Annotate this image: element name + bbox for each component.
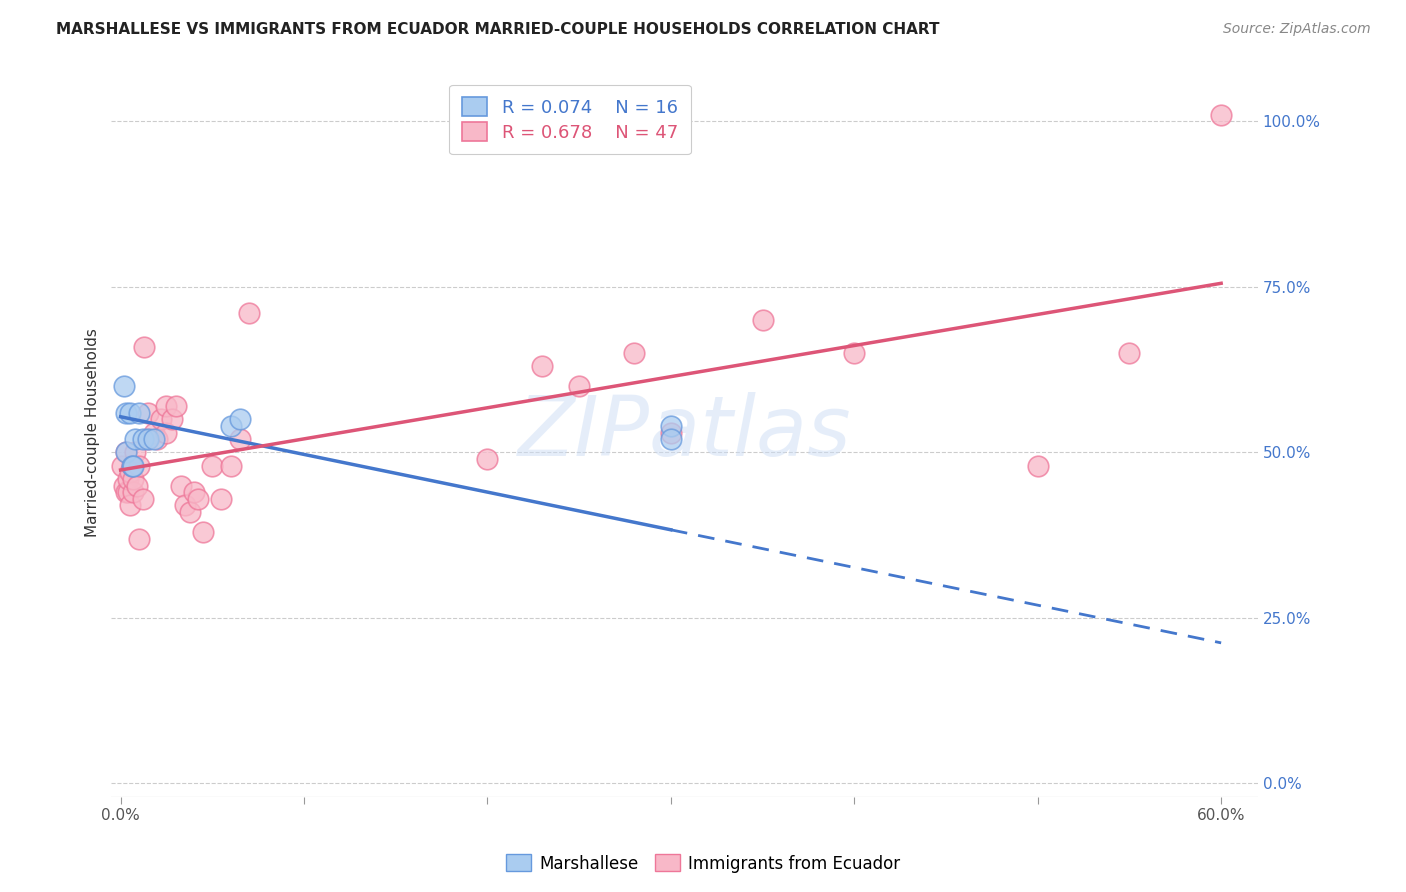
Point — [623, 346, 645, 360]
Point — [115, 445, 138, 459]
Point — [127, 478, 149, 492]
Legend: R = 0.074    N = 16, R = 0.678    N = 47: R = 0.074 N = 16, R = 0.678 N = 47 — [450, 85, 690, 154]
Point — [659, 419, 682, 434]
Point — [115, 485, 138, 500]
Point — [165, 399, 187, 413]
Point — [142, 432, 165, 446]
Point — [183, 485, 205, 500]
Point — [122, 472, 145, 486]
Text: Source: ZipAtlas.com: Source: ZipAtlas.com — [1223, 22, 1371, 37]
Point — [229, 432, 252, 446]
Point — [155, 399, 177, 413]
Point — [155, 425, 177, 440]
Point — [118, 406, 141, 420]
Legend: Marshallese, Immigrants from Ecuador: Marshallese, Immigrants from Ecuador — [499, 847, 907, 880]
Point — [219, 419, 242, 434]
Y-axis label: Married-couple Households: Married-couple Households — [86, 328, 100, 537]
Point — [128, 458, 150, 473]
Point — [211, 491, 233, 506]
Point — [112, 379, 135, 393]
Point — [477, 452, 499, 467]
Point — [136, 406, 159, 420]
Point — [751, 313, 773, 327]
Point — [118, 499, 141, 513]
Point — [219, 458, 242, 473]
Text: ZIPatlas: ZIPatlas — [517, 392, 852, 473]
Point — [568, 379, 591, 393]
Point — [122, 458, 145, 473]
Point — [659, 425, 682, 440]
Point — [229, 412, 252, 426]
Point — [112, 478, 135, 492]
Point — [115, 406, 138, 420]
Point — [122, 485, 145, 500]
Point — [131, 491, 153, 506]
Point — [128, 532, 150, 546]
Point — [118, 466, 141, 480]
Point — [1026, 458, 1049, 473]
Point — [1118, 346, 1140, 360]
Point — [659, 432, 682, 446]
Point — [131, 432, 153, 446]
Point — [191, 524, 214, 539]
Point — [844, 346, 866, 360]
Point — [128, 406, 150, 420]
Point — [173, 499, 195, 513]
Point — [121, 458, 143, 473]
Point — [121, 458, 143, 473]
Point — [201, 458, 224, 473]
Point — [187, 491, 209, 506]
Point — [170, 478, 193, 492]
Point — [146, 432, 169, 446]
Point — [124, 445, 146, 459]
Text: MARSHALLESE VS IMMIGRANTS FROM ECUADOR MARRIED-COUPLE HOUSEHOLDS CORRELATION CHA: MARSHALLESE VS IMMIGRANTS FROM ECUADOR M… — [56, 22, 939, 37]
Point — [149, 412, 172, 426]
Point — [111, 458, 134, 473]
Point — [124, 432, 146, 446]
Point — [136, 432, 159, 446]
Point — [134, 340, 156, 354]
Point — [1211, 108, 1233, 122]
Point — [115, 445, 138, 459]
Point — [142, 425, 165, 440]
Point — [531, 359, 554, 374]
Point — [238, 306, 260, 320]
Point — [160, 412, 183, 426]
Point — [117, 472, 139, 486]
Point — [117, 485, 139, 500]
Point — [179, 505, 201, 519]
Point — [136, 432, 159, 446]
